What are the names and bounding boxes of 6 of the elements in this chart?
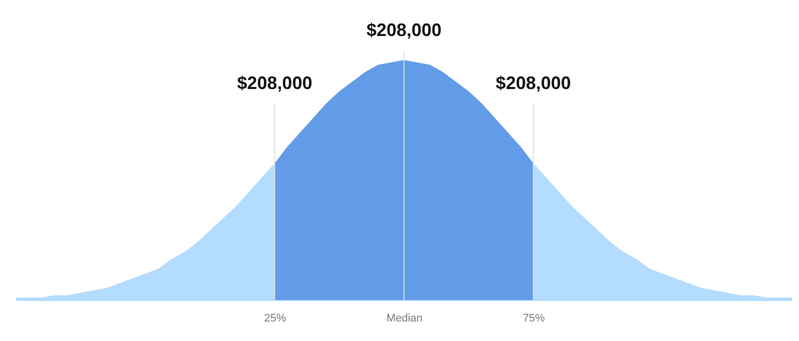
x-tick-label: 75% bbox=[522, 312, 546, 324]
x-tick-label: Median bbox=[386, 312, 423, 324]
x-tick-label: 25% bbox=[264, 312, 286, 324]
annotation: $208,000 bbox=[496, 72, 571, 93]
annotation: $208,000 bbox=[237, 72, 312, 93]
text: $208,000 bbox=[366, 20, 442, 40]
